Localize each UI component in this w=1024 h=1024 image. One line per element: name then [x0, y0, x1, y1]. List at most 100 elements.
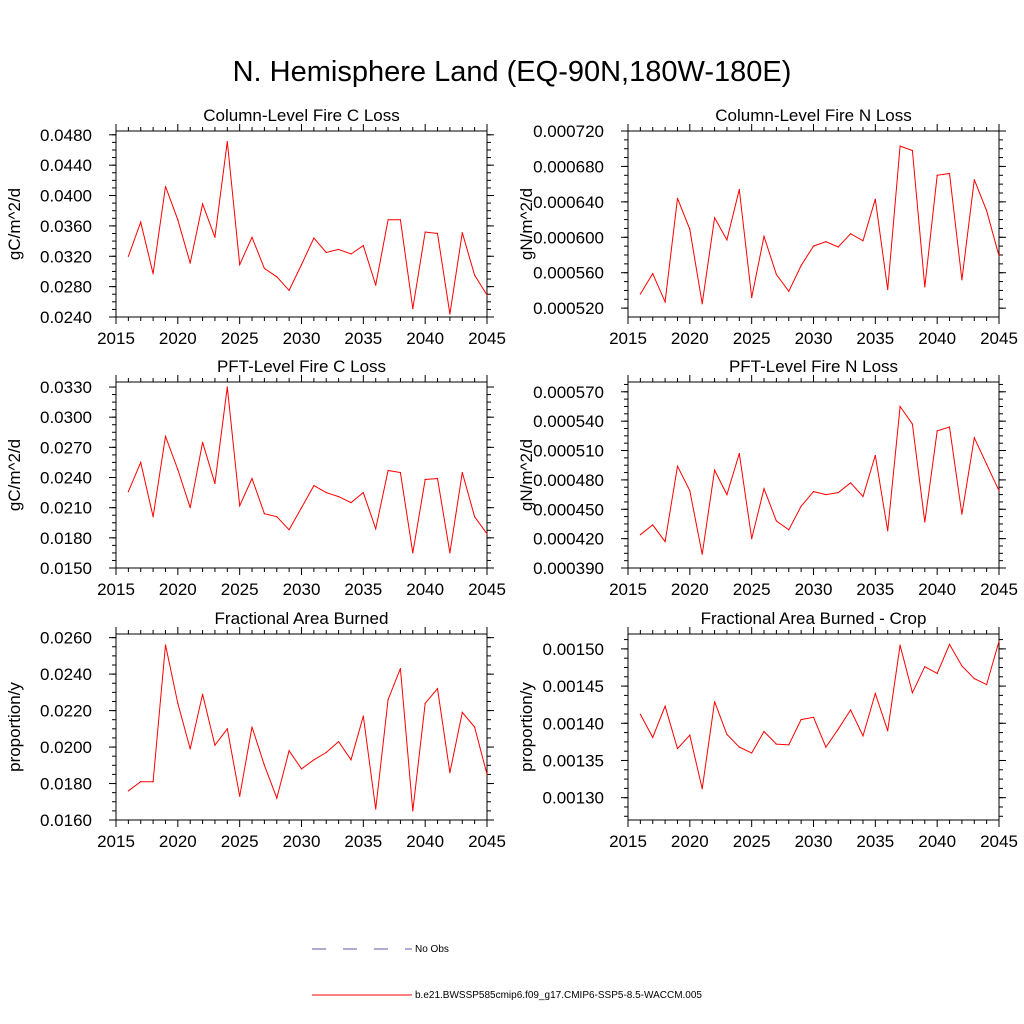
y-tick-label: 0.000680 [533, 157, 604, 176]
data-point [948, 426, 951, 428]
data-point [763, 730, 765, 733]
y-tick-label: 0.00135 [543, 751, 604, 770]
data-point [862, 495, 864, 498]
data-point [313, 759, 315, 761]
series-line [127, 141, 488, 315]
data-point [850, 233, 852, 235]
data-point [350, 759, 352, 761]
data-point [214, 744, 216, 746]
x-tick-label: 2030 [283, 329, 321, 348]
data-point [726, 493, 728, 496]
data-point [251, 236, 253, 238]
legend: No Obs b.e21.BWSSP585cmip6.f09_g17.CMIP6-… [312, 944, 702, 1001]
x-tick-label: 2015 [97, 832, 135, 851]
data-point [936, 174, 938, 176]
data-point [652, 273, 654, 275]
y-axis-label: gC/m^2/d [5, 188, 24, 260]
data-point [837, 246, 839, 248]
data-point [263, 513, 265, 515]
data-point [251, 477, 253, 480]
data-point [664, 705, 666, 707]
chart-panel-1: Column-Level Fire C Loss gC/m^2/d 2015 2020… [5, 106, 506, 348]
series-line [639, 641, 1000, 789]
data-point [775, 743, 778, 745]
data-point [924, 286, 926, 288]
data-point [399, 471, 402, 474]
panel-title: Fractional Area Burned [215, 609, 389, 628]
data-point [862, 240, 864, 242]
data-point [973, 179, 975, 181]
data-point [263, 267, 265, 270]
data-point [325, 491, 327, 494]
data-point [140, 461, 142, 464]
y-tick-label: 0.000420 [533, 530, 604, 549]
data-point [362, 715, 364, 717]
x-tick-label: 2020 [671, 329, 709, 348]
data-point [911, 692, 914, 694]
x-tick-label: 2020 [159, 832, 197, 851]
y-tick-label: 0.0300 [40, 408, 92, 427]
x-tick-label: 2015 [609, 832, 647, 851]
x-tick-label: 2020 [671, 832, 709, 851]
data-point [800, 718, 802, 721]
y-tick-label: 0.0260 [40, 629, 92, 648]
data-point [713, 701, 716, 703]
data-point [362, 491, 364, 494]
data-point [701, 553, 703, 555]
data-point [189, 262, 191, 264]
data-point [127, 490, 129, 493]
chart-panel-6: Fractional Area Burned - Crop proportion/… [517, 609, 1018, 851]
x-tick-label: 2040 [918, 329, 956, 348]
data-point [338, 740, 340, 743]
data-point [986, 210, 988, 212]
data-point [639, 713, 641, 715]
data-point [874, 198, 876, 200]
data-point [449, 552, 451, 554]
x-tick-label: 2040 [918, 580, 956, 599]
data-point [177, 702, 179, 704]
data-point [177, 219, 179, 221]
data-point [998, 640, 1000, 643]
data-point [362, 245, 364, 247]
series-line [640, 405, 1000, 555]
data-point [751, 296, 753, 299]
y-tick-label: 0.0280 [40, 278, 92, 297]
data-point [313, 237, 315, 239]
x-tick-label: 2035 [856, 580, 894, 599]
data-point [140, 221, 142, 223]
data-point [812, 491, 815, 493]
data-point [874, 692, 876, 695]
plot-frame [627, 633, 1000, 821]
y-tick-label: 0.000390 [533, 559, 604, 578]
data-point [713, 217, 716, 219]
x-tick-label: 2020 [159, 329, 197, 348]
data-point [300, 507, 303, 509]
data-point [652, 736, 654, 739]
data-point [152, 781, 154, 783]
data-point [664, 301, 666, 303]
data-point [825, 746, 827, 748]
data-point [127, 255, 129, 257]
data-point [461, 711, 463, 714]
data-point [189, 507, 191, 509]
data-point [436, 688, 439, 690]
y-tick-label: 0.0180 [40, 529, 92, 548]
y-tick-label: 0.000600 [533, 228, 604, 247]
data-point [387, 219, 389, 221]
y-tick-label: 0.0360 [40, 217, 92, 236]
data-point [973, 678, 975, 680]
data-point [689, 228, 691, 230]
y-tick-label: 0.0160 [40, 811, 92, 830]
data-point [325, 751, 327, 754]
data-point [276, 516, 278, 518]
series-line [128, 644, 488, 811]
data-point [689, 490, 691, 492]
panel-title: Column-Level Fire C Loss [203, 106, 400, 125]
data-point [140, 781, 142, 783]
data-point [936, 430, 938, 432]
legend-series-label: b.e21.BWSSP585cmip6.f09_g17.CMIP6-SSP5-8… [415, 990, 702, 1001]
data-point [948, 172, 951, 175]
data-point [338, 248, 340, 251]
data-point [350, 253, 352, 255]
data-point [652, 524, 654, 526]
